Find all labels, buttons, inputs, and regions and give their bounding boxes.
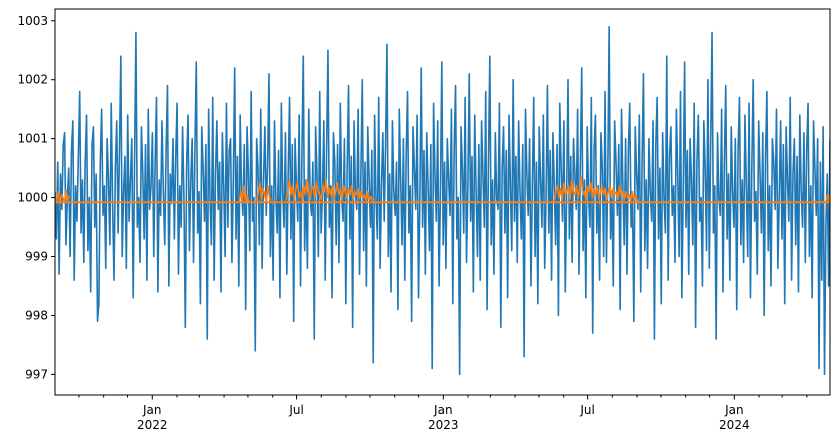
series-orange-segment	[255, 182, 272, 204]
y-tick-label: 1003	[17, 14, 48, 28]
x-tick-label: Jul	[288, 403, 303, 417]
y-axis: 997 998 999 1000 1001 1002 1003	[17, 14, 55, 381]
y-tick-label: 1000	[17, 191, 48, 205]
y-tick-label: 998	[25, 308, 48, 322]
x-tick-label: Jan	[724, 403, 744, 417]
x-tick-label: Jan	[433, 403, 453, 417]
series-orange-segment	[825, 191, 830, 203]
series-orange-segment	[285, 179, 375, 203]
x-tick-year-label: 2022	[137, 418, 168, 432]
x-tick-year-label: 2023	[428, 418, 459, 432]
y-tick-label: 999	[25, 250, 48, 264]
x-tick-label: Jul	[579, 403, 594, 417]
y-tick-label: 1002	[17, 73, 48, 87]
series-orange-segment	[55, 189, 71, 205]
x-tick-label: Jan	[142, 403, 162, 417]
x-tick-year-label: 2024	[719, 418, 750, 432]
y-tick-label: 1001	[17, 132, 48, 146]
series-orange-segment	[553, 176, 640, 203]
series-orange-segment	[238, 184, 250, 204]
y-tick-label: 997	[25, 367, 48, 381]
plot-frame	[54, 8, 831, 396]
series-layer	[55, 25, 830, 376]
